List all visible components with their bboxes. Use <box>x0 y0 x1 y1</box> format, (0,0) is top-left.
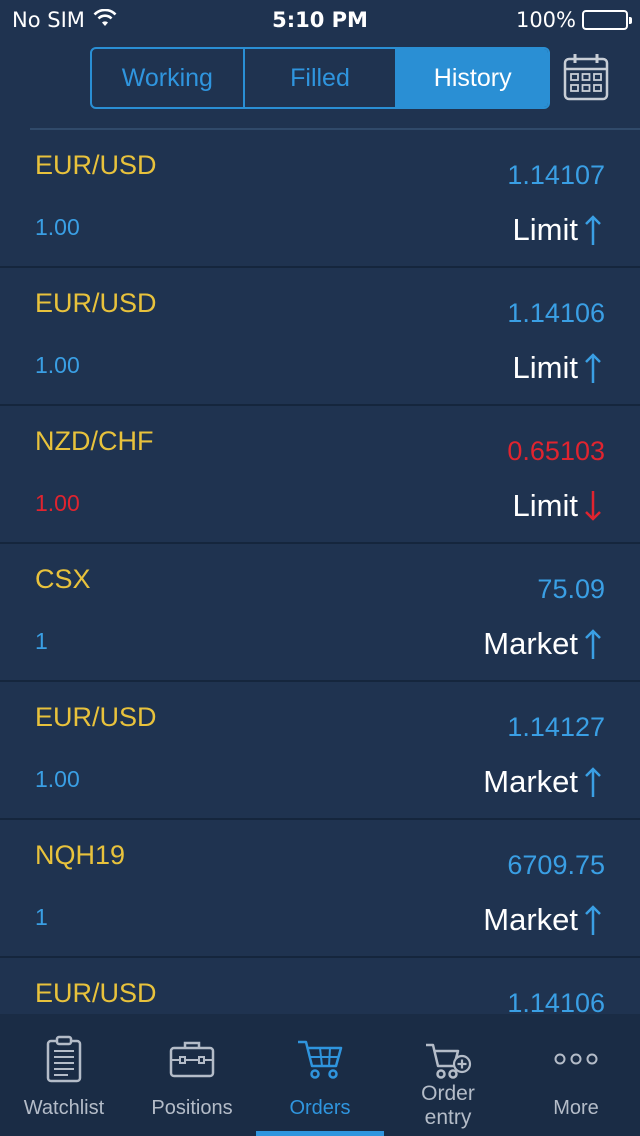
order-row[interactable]: NZD/CHF 0.65103 1.00 Limit <box>0 406 640 544</box>
order-price: 1.14106 <box>507 988 605 1014</box>
more-dots-icon <box>552 1034 600 1084</box>
order-row[interactable]: NQH19 6709.75 1 Market <box>0 820 640 958</box>
arrow-up-icon <box>585 767 601 797</box>
order-type-label: Market <box>483 764 578 799</box>
order-symbol: EUR/USD <box>35 288 157 318</box>
order-symbol: EUR/USD <box>35 702 157 732</box>
tab-positions[interactable]: Positions <box>128 1014 256 1136</box>
tab-more[interactable]: More <box>512 1014 640 1136</box>
order-type-label: Market <box>483 626 578 661</box>
tab-more-label: More <box>553 1097 599 1119</box>
order-type-label: Limit <box>512 488 578 523</box>
arrow-down-icon <box>585 491 601 521</box>
order-type: Market <box>483 902 602 938</box>
briefcase-icon <box>169 1034 215 1084</box>
segment-filled[interactable]: Filled <box>245 49 398 107</box>
arrow-up-icon <box>585 905 601 935</box>
cart-icon <box>296 1034 344 1084</box>
segment-history[interactable]: History <box>397 49 548 107</box>
order-quantity: 1.00 <box>35 490 80 516</box>
order-type: Limit <box>513 212 602 248</box>
order-quantity: 1.00 <box>35 766 80 792</box>
segment-working[interactable]: Working <box>92 49 245 107</box>
tab-positions-label: Positions <box>151 1097 233 1119</box>
battery-percent: 100% <box>515 8 576 32</box>
order-quantity: 1.00 <box>35 352 80 378</box>
order-quantity: 1 <box>35 628 48 654</box>
order-type-label: Market <box>483 902 578 937</box>
order-filter-segmented-control: Working Filled History <box>90 47 550 109</box>
order-type: Market <box>483 764 602 800</box>
tab-bar: Watchlist Positions Orders <box>0 1014 640 1136</box>
order-quantity: 1 <box>35 904 48 930</box>
tab-watchlist-label: Watchlist <box>23 1097 105 1119</box>
order-type: Limit <box>513 488 602 524</box>
status-bar: No SIM 5:10 PM 100% <box>0 0 640 40</box>
calendar-icon[interactable] <box>562 52 610 102</box>
order-row[interactable]: EUR/USD 1.14107 1.00 Limit <box>0 130 640 268</box>
tab-order-entry-label-line2: entry <box>424 1106 472 1129</box>
arrow-up-icon <box>585 353 601 383</box>
tab-watchlist[interactable]: Watchlist <box>0 1014 128 1136</box>
cart-add-icon <box>424 1042 472 1082</box>
tab-orders[interactable]: Orders <box>256 1014 384 1136</box>
order-row[interactable]: CSX 75.09 1 Market <box>0 544 640 682</box>
order-price: 0.65103 <box>507 436 605 466</box>
order-type: Limit <box>513 350 602 386</box>
list-top-divider <box>30 128 640 130</box>
order-price: 1.14127 <box>507 712 605 742</box>
arrow-up-icon <box>585 215 601 245</box>
order-type-label: Limit <box>512 350 578 385</box>
order-type-label: Limit <box>512 212 578 247</box>
tab-order-entry[interactable]: Order entry <box>384 1014 512 1136</box>
order-type: Market <box>483 626 602 662</box>
orders-list: EUR/USD 1.14107 1.00 Limit EUR/USD 1.141… <box>0 130 640 1014</box>
tab-orders-label: Orders <box>289 1097 351 1119</box>
order-symbol: CSX <box>35 564 91 594</box>
arrow-up-icon <box>585 629 601 659</box>
order-quantity: 1.00 <box>35 214 80 240</box>
status-left: No SIM <box>12 8 117 32</box>
order-symbol: NZD/CHF <box>35 426 154 456</box>
wifi-icon <box>93 8 117 32</box>
order-symbol: NQH19 <box>35 840 126 870</box>
battery-icon <box>582 10 632 30</box>
order-price: 1.14106 <box>507 298 605 328</box>
order-symbol: EUR/USD <box>35 978 157 1008</box>
order-price: 1.14107 <box>507 160 605 190</box>
clipboard-icon <box>46 1034 82 1084</box>
order-row[interactable]: EUR/USD 1.14106 <box>0 958 640 1014</box>
carrier-label: No SIM <box>12 8 85 32</box>
tab-order-entry-label-line1: Order <box>421 1082 475 1105</box>
order-row[interactable]: EUR/USD 1.14127 1.00 Market <box>0 682 640 820</box>
order-price: 75.09 <box>537 574 605 604</box>
order-row[interactable]: EUR/USD 1.14106 1.00 Limit <box>0 268 640 406</box>
status-right: 100% <box>515 8 632 32</box>
order-price: 6709.75 <box>507 850 605 880</box>
tab-order-entry-label: Order entry <box>421 1082 475 1130</box>
order-symbol: EUR/USD <box>35 150 157 180</box>
